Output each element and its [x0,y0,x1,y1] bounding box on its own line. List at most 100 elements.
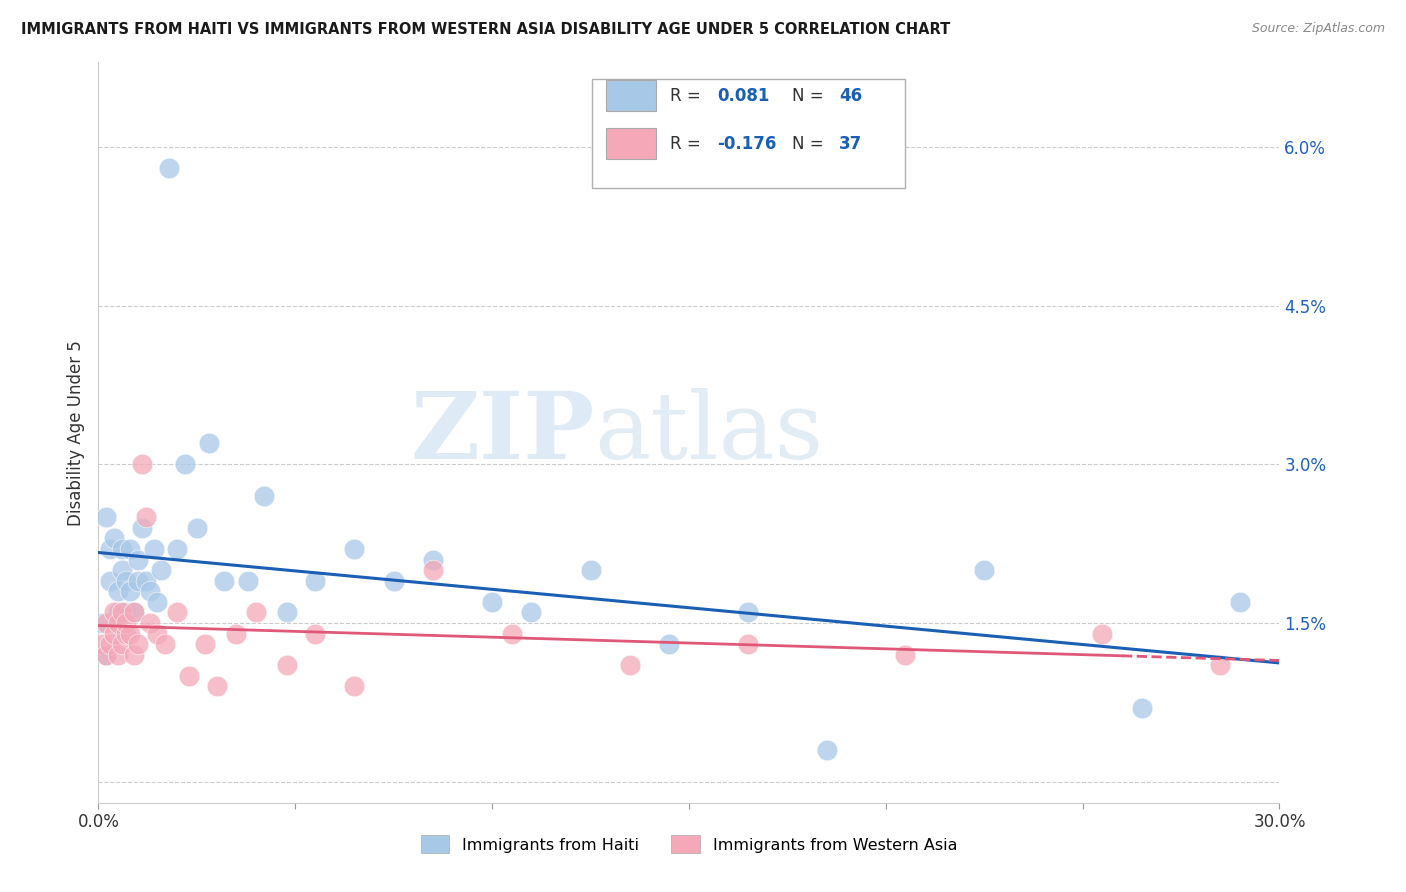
Point [118,541,141,556]
FancyBboxPatch shape [592,78,905,188]
Point [225,626,247,640]
Point [155,637,177,651]
Point [107,615,129,630]
Point [1229,595,1251,609]
Point [815,743,838,757]
Point [98,637,121,651]
Point [619,658,641,673]
Point [107,606,129,620]
Point [166,606,188,620]
Point [122,606,145,620]
Point [91,637,114,651]
Point [122,648,145,662]
Point [150,563,173,577]
Point [96,648,118,662]
Point [894,648,917,662]
Point [205,680,228,694]
Point [520,606,543,620]
Point [96,615,118,630]
Point [737,606,759,620]
Point [186,521,208,535]
Text: 0.081: 0.081 [717,87,769,104]
Point [118,584,141,599]
Point [276,606,298,620]
Point [197,436,219,450]
Point [304,626,326,640]
Text: 46: 46 [839,87,862,104]
Point [135,574,157,588]
Text: 37: 37 [839,135,862,153]
Text: atlas: atlas [595,388,824,477]
Point [96,510,118,524]
Point [422,552,444,566]
Point [115,574,138,588]
Point [103,532,125,546]
Point [115,615,138,630]
Point [107,648,129,662]
Point [304,574,326,588]
Text: R =: R = [671,87,706,104]
Point [107,584,129,599]
Point [127,574,149,588]
Point [111,637,134,651]
Point [481,595,503,609]
Point [177,669,200,683]
Point [111,541,134,556]
Point [135,510,157,524]
FancyBboxPatch shape [606,80,655,112]
Point [276,658,298,673]
Point [115,606,138,620]
Point [214,574,236,588]
Point [103,606,125,620]
Point [131,521,153,535]
Point [127,637,149,651]
Point [737,637,759,651]
Point [127,552,149,566]
Point [138,615,160,630]
Point [382,574,405,588]
Text: ZIP: ZIP [411,388,595,477]
Point [1091,626,1114,640]
Point [174,458,197,472]
Point [111,606,134,620]
Legend: Immigrants from Haiti, Immigrants from Western Asia: Immigrants from Haiti, Immigrants from W… [413,827,965,862]
Point [103,615,125,630]
Point [973,563,995,577]
Point [111,563,134,577]
Text: Source: ZipAtlas.com: Source: ZipAtlas.com [1251,22,1385,36]
Point [579,563,602,577]
Text: N =: N = [792,87,828,104]
Point [343,541,366,556]
Point [236,574,259,588]
Point [343,680,366,694]
Point [146,626,169,640]
Point [98,574,121,588]
Point [146,595,169,609]
Point [98,541,121,556]
Point [1130,700,1153,714]
FancyBboxPatch shape [606,128,655,160]
Point [253,489,276,503]
Point [103,626,125,640]
Point [131,458,153,472]
Point [245,606,267,620]
Y-axis label: Disability Age Under 5: Disability Age Under 5 [66,340,84,525]
Point [194,637,217,651]
Point [142,541,165,556]
Point [96,648,118,662]
Point [115,626,138,640]
Point [501,626,523,640]
Point [157,161,180,176]
Text: N =: N = [792,135,828,153]
Point [122,606,145,620]
Point [118,626,141,640]
Text: -0.176: -0.176 [717,135,776,153]
Point [166,541,188,556]
Point [91,615,114,630]
Point [138,584,160,599]
Point [1209,658,1232,673]
Text: R =: R = [671,135,706,153]
Point [422,563,444,577]
Text: IMMIGRANTS FROM HAITI VS IMMIGRANTS FROM WESTERN ASIA DISABILITY AGE UNDER 5 COR: IMMIGRANTS FROM HAITI VS IMMIGRANTS FROM… [21,22,950,37]
Point [658,637,681,651]
